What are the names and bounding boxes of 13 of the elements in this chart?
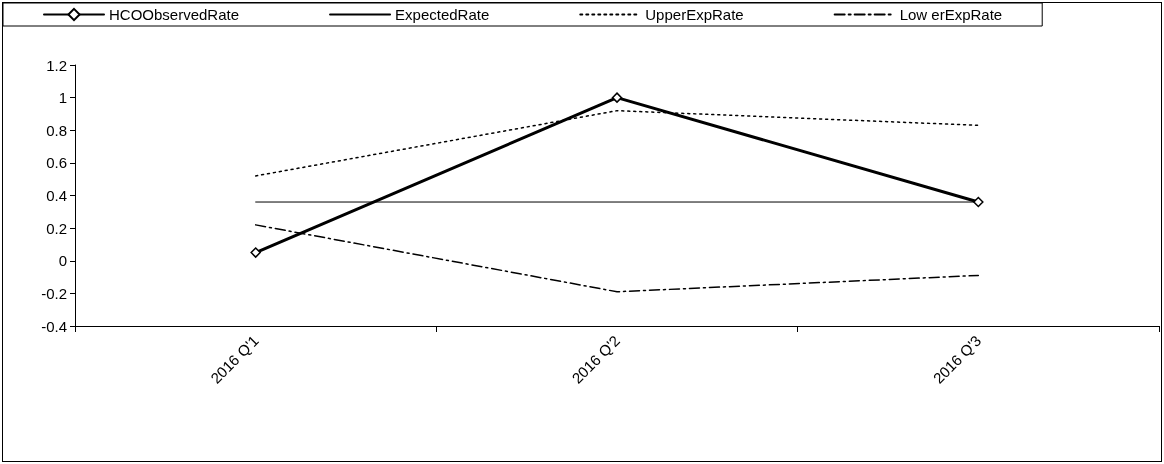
y-tick-label: 0.2 (46, 219, 67, 237)
legend-label: HCOObservedRate (109, 6, 240, 23)
y-tick-label: 0.6 (46, 154, 67, 172)
y-tick-label: 0.8 (46, 121, 67, 139)
y-tick-label: -0.2 (41, 284, 67, 302)
y-tick-label: -0.4 (41, 317, 67, 335)
y-tick-label: 0 (58, 252, 67, 270)
legend-label: Low erExpRate (899, 6, 1003, 23)
y-tick-label: 0.4 (46, 187, 67, 204)
y-tick-label: 1 (58, 89, 67, 107)
y-tick-label: 1.2 (46, 56, 67, 74)
legend-label: UpperExpRate (645, 6, 744, 23)
legend-label: ExpectedRate (395, 6, 490, 23)
